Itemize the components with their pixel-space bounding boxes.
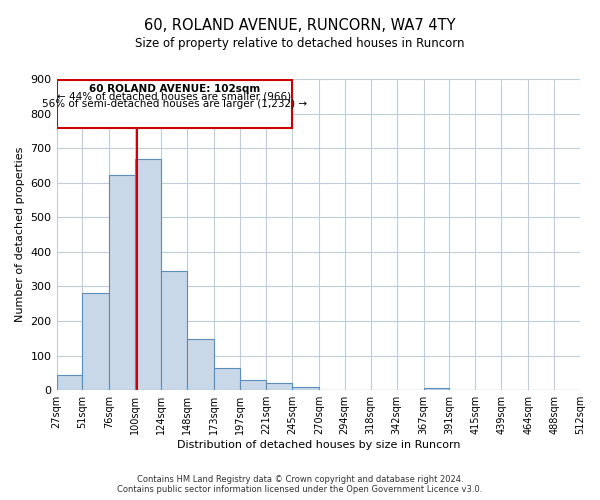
X-axis label: Distribution of detached houses by size in Runcorn: Distribution of detached houses by size … — [176, 440, 460, 450]
Text: Size of property relative to detached houses in Runcorn: Size of property relative to detached ho… — [135, 38, 465, 51]
FancyBboxPatch shape — [56, 80, 292, 128]
Text: 60 ROLAND AVENUE: 102sqm: 60 ROLAND AVENUE: 102sqm — [89, 84, 260, 94]
Y-axis label: Number of detached properties: Number of detached properties — [15, 147, 25, 322]
Bar — [214, 368, 240, 390]
Bar — [136, 158, 161, 390]
Bar — [109, 175, 136, 390]
Bar — [187, 339, 214, 390]
Text: ← 44% of detached houses are smaller (966): ← 44% of detached houses are smaller (96… — [57, 92, 291, 102]
Bar — [56, 375, 82, 390]
Text: Contains HM Land Registry data © Crown copyright and database right 2024.: Contains HM Land Registry data © Crown c… — [137, 474, 463, 484]
Bar — [240, 380, 266, 390]
Bar — [82, 294, 109, 390]
Bar — [424, 388, 449, 390]
Text: 56% of semi-detached houses are larger (1,232) →: 56% of semi-detached houses are larger (… — [41, 99, 307, 109]
Bar — [292, 387, 319, 390]
Bar — [266, 384, 292, 390]
Text: 60, ROLAND AVENUE, RUNCORN, WA7 4TY: 60, ROLAND AVENUE, RUNCORN, WA7 4TY — [144, 18, 456, 32]
Bar — [161, 270, 187, 390]
Text: Contains public sector information licensed under the Open Government Licence v3: Contains public sector information licen… — [118, 484, 482, 494]
